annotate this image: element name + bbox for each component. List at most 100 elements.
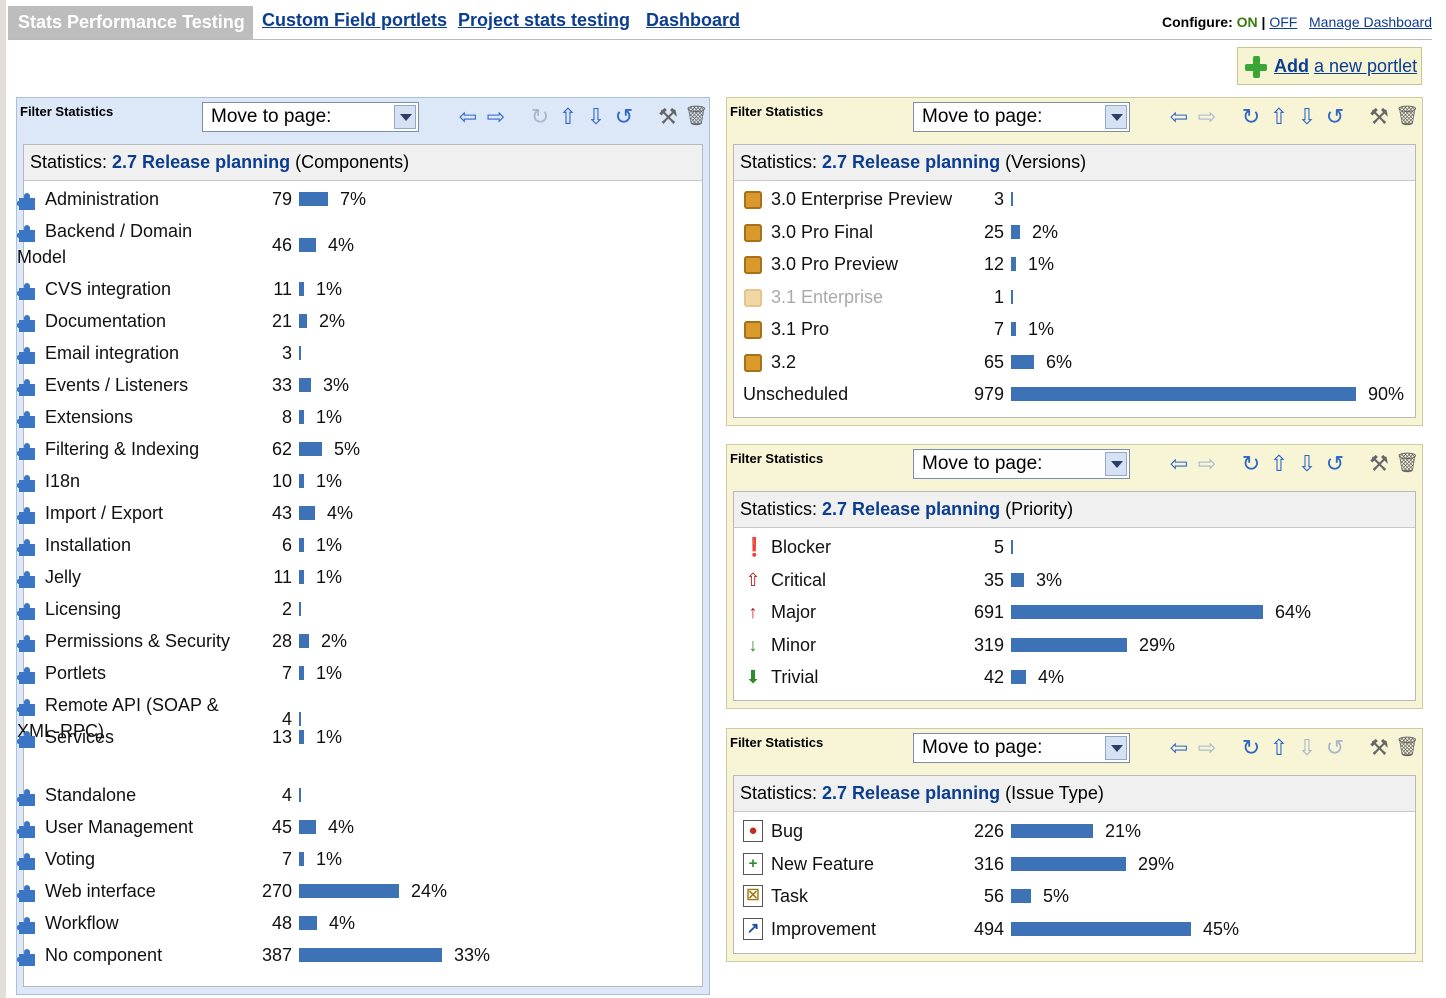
configure-off-link[interactable]: OFF (1269, 14, 1298, 30)
arrow-down-icon[interactable]: ⇩ (1297, 451, 1317, 476)
row-label[interactable]: Critical (771, 569, 827, 590)
move-to-page-select[interactable]: Move to page: (202, 102, 419, 132)
arrow-up-icon[interactable]: ⇧ (1269, 104, 1289, 129)
row-label[interactable]: Minor (771, 634, 817, 655)
trash-icon[interactable]: 🗑 (1395, 106, 1420, 127)
arrow-left-icon[interactable]: ⇦ (1169, 451, 1189, 476)
row-label[interactable]: Backend / Domain Model (17, 221, 193, 267)
row-label[interactable]: Improvement (771, 918, 877, 939)
row-label[interactable]: Licensing (45, 599, 122, 619)
edit-settings-icon[interactable]: ⚒ (1369, 451, 1389, 476)
row-label[interactable]: Workflow (45, 913, 119, 933)
rotate-icon[interactable]: ↺ (1325, 104, 1345, 129)
project-link[interactable]: 2.7 Release planning (112, 152, 291, 172)
row-label[interactable]: Email integration (45, 343, 180, 363)
chevron-down-icon[interactable] (1105, 736, 1127, 760)
arrow-up-icon[interactable]: ⇧ (558, 104, 578, 129)
edit-settings-icon[interactable]: ⚒ (1369, 104, 1389, 129)
arrow-left-icon[interactable]: ⇦ (1169, 735, 1189, 760)
row-label[interactable]: Administration (45, 189, 160, 209)
row-label[interactable]: Permissions & Security (45, 631, 231, 651)
chevron-down-icon[interactable] (1105, 105, 1127, 129)
arrow-left-icon[interactable]: ⇦ (458, 104, 478, 129)
row-label[interactable]: 3.0 Pro Final (771, 221, 874, 242)
refresh-icon[interactable]: ↻ (530, 104, 550, 129)
edit-settings-icon[interactable]: ⚒ (658, 104, 678, 129)
trash-icon[interactable]: 🗑 (1395, 737, 1420, 758)
row-label[interactable]: Import / Export (45, 503, 164, 523)
row-label[interactable]: 3.0 Pro Preview (771, 254, 899, 274)
row-label[interactable]: Filtering & Indexing (45, 439, 200, 459)
tab-project-stats-testing[interactable]: Project stats testing (458, 10, 631, 30)
filter-statistics-label: Filter Statistics (730, 735, 824, 750)
row-label[interactable]: Documentation (45, 311, 167, 331)
rotate-icon[interactable]: ↺ (614, 104, 634, 129)
project-link[interactable]: 2.7 Release planning (822, 499, 1001, 519)
edit-settings-icon[interactable]: ⚒ (1369, 735, 1389, 760)
move-to-page-select[interactable]: Move to page: (913, 733, 1130, 763)
arrow-right-icon[interactable]: ⇨ (1197, 104, 1217, 129)
row-label[interactable]: Blocker (771, 537, 832, 557)
row-label[interactable]: 3.2 (771, 351, 797, 372)
row-label[interactable]: Remote API (SOAP & XML-RPC) (17, 695, 219, 741)
row-bar (299, 712, 301, 726)
move-to-page-select[interactable]: Move to page: (913, 102, 1130, 132)
tab-dashboard[interactable]: Dashboard (646, 10, 741, 30)
refresh-icon[interactable]: ↻ (1241, 735, 1261, 760)
row-label[interactable]: Web interface (45, 881, 156, 901)
chevron-down-icon[interactable] (1105, 452, 1127, 476)
rotate-icon[interactable]: ↺ (1325, 735, 1345, 760)
row-label[interactable]: Extensions (45, 407, 134, 427)
row-label[interactable]: Trivial (771, 667, 819, 687)
row-percent: 6% (1046, 351, 1073, 372)
tab-stats-performance-testing[interactable]: Stats Performance Testing (8, 6, 253, 39)
row-label[interactable]: Services (45, 727, 115, 747)
move-to-page-select[interactable]: Move to page: (913, 449, 1130, 479)
row-label[interactable]: Unscheduled (743, 384, 849, 404)
project-link[interactable]: 2.7 Release planning (822, 783, 1001, 803)
statistics-title: Statistics: 2.7 Release planning (Priori… (734, 492, 1415, 528)
trash-icon[interactable]: 🗑 (1395, 453, 1420, 474)
project-link[interactable]: 2.7 Release planning (822, 152, 1001, 172)
component-icon (17, 632, 37, 652)
arrow-up-icon[interactable]: ⇧ (1269, 451, 1289, 476)
row-label[interactable]: Jelly (45, 567, 82, 587)
row-percent: 3% (1036, 569, 1063, 590)
rotate-icon[interactable]: ↺ (1325, 451, 1345, 476)
row-label[interactable]: 3.1 Enterprise (771, 286, 884, 307)
row-label[interactable]: 3.1 Pro (771, 319, 830, 339)
row-bar (299, 570, 304, 584)
row-label[interactable]: CVS integration (45, 279, 172, 299)
row-label[interactable]: Installation (45, 535, 132, 555)
row-label[interactable]: No component (45, 945, 163, 965)
row-label[interactable]: New Feature (771, 853, 875, 874)
arrow-left-icon[interactable]: ⇦ (1169, 104, 1189, 129)
row-label[interactable]: 3.0 Enterprise Preview (771, 189, 953, 209)
component-icon (17, 600, 37, 620)
row-label[interactable]: Bug (771, 821, 804, 841)
row-label[interactable]: Task (771, 886, 809, 906)
arrow-right-icon[interactable]: ⇨ (1197, 735, 1217, 760)
row-label[interactable]: Major (771, 602, 817, 622)
refresh-icon[interactable]: ↻ (1241, 104, 1261, 129)
add-portlet-button[interactable]: Add a new portlet (1237, 47, 1422, 85)
refresh-icon[interactable]: ↻ (1241, 451, 1261, 476)
row-label[interactable]: Voting (45, 849, 96, 869)
component-icon (17, 728, 37, 748)
arrow-down-icon[interactable]: ⇩ (586, 104, 606, 129)
row-label[interactable]: Portlets (45, 663, 107, 683)
component-icon (17, 376, 37, 396)
arrow-down-icon[interactable]: ⇩ (1297, 735, 1317, 760)
tab-custom-field-portlets[interactable]: Custom Field portlets (262, 10, 448, 30)
arrow-up-icon[interactable]: ⇧ (1269, 735, 1289, 760)
manage-dashboard-link[interactable]: Manage Dashboard (1309, 14, 1432, 30)
arrow-right-icon[interactable]: ⇨ (486, 104, 506, 129)
trash-icon[interactable]: 🗑 (684, 106, 709, 127)
row-label[interactable]: Events / Listeners (45, 375, 189, 395)
row-label[interactable]: I18n (45, 471, 81, 491)
row-label[interactable]: User Management (45, 817, 194, 837)
chevron-down-icon[interactable] (394, 105, 416, 129)
row-label[interactable]: Standalone (45, 785, 137, 805)
arrow-right-icon[interactable]: ⇨ (1197, 451, 1217, 476)
arrow-down-icon[interactable]: ⇩ (1297, 104, 1317, 129)
